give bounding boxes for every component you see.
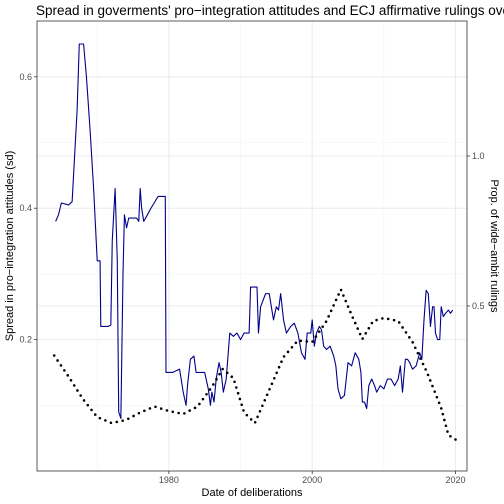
- x-axis-title: Date of deliberations: [202, 487, 303, 499]
- chart-title: Spread in goverments' pro−integration at…: [36, 3, 504, 18]
- y-axis-right-title: Prop. of wide−ambit rulings: [488, 180, 500, 313]
- y-right-tick-label: 0.5: [472, 301, 485, 311]
- x-tick-label: 1980: [159, 475, 179, 485]
- y-left-tick-label: 0.2: [19, 335, 32, 345]
- x-tick-label: 2020: [446, 475, 466, 485]
- dotted-series-line: [52, 286, 457, 441]
- y-left-tick-label: 0.6: [19, 72, 32, 82]
- axes: 1980 2000 2020 0.2 0.4 0.6 0.5 1.0: [19, 72, 484, 485]
- y-right-tick-label: 1.0: [472, 151, 485, 161]
- y-axis-left-title: Spread in pro−integration attitudes (sd): [4, 151, 16, 341]
- plot-panel: [36, 20, 468, 472]
- series-layer: [52, 43, 457, 441]
- solid-series-line: [55, 43, 454, 419]
- y-left-tick-label: 0.4: [19, 203, 32, 213]
- x-tick-label: 2000: [302, 475, 322, 485]
- grid: [37, 21, 467, 471]
